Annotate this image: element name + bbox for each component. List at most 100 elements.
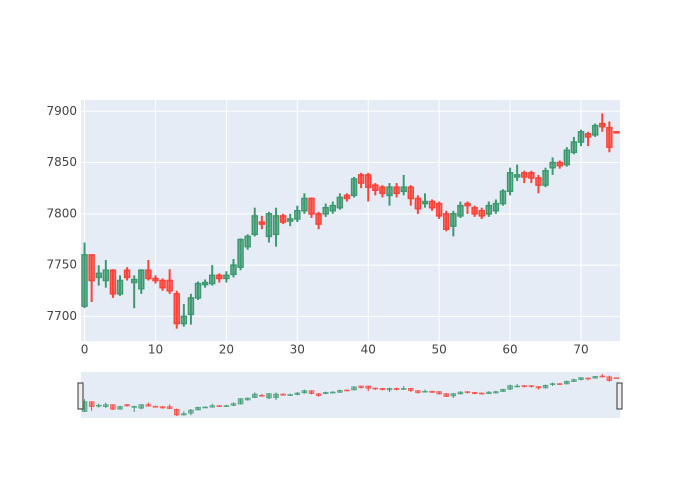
- mini-body: [166, 406, 173, 409]
- candle-body: [81, 254, 88, 307]
- mini-body: [188, 409, 194, 414]
- candle-body: [301, 197, 308, 212]
- mini-body: [266, 393, 272, 399]
- mini-body: [95, 404, 102, 407]
- mini-body: [308, 390, 315, 394]
- mini-body: [252, 393, 258, 398]
- candle-body: [364, 174, 372, 188]
- mini-body: [443, 393, 449, 397]
- mini-body: [344, 389, 350, 392]
- mini-body: [613, 377, 620, 379]
- candle-body: [123, 269, 131, 279]
- candle-body: [379, 186, 386, 195]
- candle-body: [414, 197, 422, 210]
- candle-body: [201, 281, 209, 286]
- mini-body: [549, 383, 556, 385]
- mini-body: [606, 376, 613, 381]
- slider-handle[interactable]: [77, 382, 84, 410]
- candle-body: [478, 210, 485, 217]
- candle-body: [570, 141, 578, 154]
- mini-body: [535, 386, 542, 389]
- x-tick-label: 20: [219, 343, 234, 357]
- candle-body: [329, 204, 337, 212]
- candle-body: [535, 177, 542, 186]
- mini-body: [528, 385, 535, 387]
- mini-body: [457, 391, 464, 395]
- candle-body: [336, 196, 344, 209]
- slider-handle[interactable]: [616, 382, 623, 410]
- mini-body: [542, 384, 549, 389]
- mini-body: [386, 388, 393, 391]
- candle-body: [400, 186, 407, 193]
- mini-body: [379, 388, 386, 390]
- candle-body: [549, 161, 556, 169]
- mini-body: [88, 401, 95, 407]
- mini-body: [230, 403, 237, 406]
- mini-body: [124, 404, 130, 407]
- mini-body: [429, 390, 435, 393]
- candle-body: [265, 213, 273, 238]
- mini-body: [556, 383, 563, 385]
- mini-body: [351, 386, 357, 391]
- candle-body: [130, 278, 138, 284]
- mini-body: [181, 413, 187, 416]
- candle-body: [485, 204, 493, 215]
- mini-body: [273, 393, 279, 398]
- candle-body: [450, 213, 457, 227]
- mini-body: [145, 404, 152, 407]
- candle-body: [563, 149, 571, 166]
- candle-body: [599, 122, 606, 128]
- y-tick-label: 7700: [46, 309, 77, 323]
- candle-body: [613, 131, 620, 134]
- mini-body: [294, 392, 301, 395]
- y-tick-label: 7800: [46, 206, 77, 220]
- candle-body: [584, 133, 592, 138]
- candle-body: [187, 297, 195, 316]
- x-tick-label: 30: [290, 343, 305, 357]
- candle-body: [528, 172, 535, 179]
- mini-body: [436, 391, 442, 395]
- candle-body: [556, 161, 563, 167]
- candle-body: [350, 178, 358, 197]
- mini-body: [223, 405, 230, 407]
- mini-body: [152, 405, 159, 408]
- range-slider[interactable]: [81, 372, 620, 418]
- mini-body: [585, 377, 591, 380]
- candle-body: [95, 272, 102, 279]
- candle-body: [421, 200, 429, 205]
- candle-body: [159, 279, 166, 289]
- candle-body: [152, 277, 159, 282]
- candle-body: [88, 254, 95, 282]
- candle-body: [386, 186, 393, 197]
- mini-body: [301, 390, 308, 394]
- mini-body: [244, 397, 251, 401]
- candle-body: [102, 269, 110, 282]
- candle-body: [180, 315, 188, 325]
- candle-body: [343, 194, 351, 200]
- mini-body: [365, 385, 371, 389]
- candle-body: [315, 213, 322, 225]
- mini-body: [195, 406, 201, 411]
- y-tick-label: 7900: [46, 104, 77, 118]
- candle-body: [244, 235, 251, 248]
- candle-body: [308, 197, 315, 215]
- x-tick-label: 10: [148, 343, 163, 357]
- y-tick-label: 7850: [46, 155, 77, 169]
- mini-body: [216, 405, 223, 407]
- mini-body: [471, 392, 478, 394]
- mini-body: [372, 387, 379, 390]
- candle-body: [407, 186, 415, 200]
- mini-body: [315, 393, 322, 396]
- x-tick-label: 40: [361, 343, 376, 357]
- candle-body: [138, 269, 145, 290]
- candle-body: [471, 206, 478, 215]
- candle-body: [286, 218, 294, 222]
- mini-body: [287, 394, 293, 396]
- mini-body: [202, 406, 208, 409]
- candle-body: [279, 215, 287, 223]
- mini-body: [138, 404, 145, 409]
- candle-body: [223, 274, 230, 280]
- candle-body: [251, 215, 258, 236]
- mini-body: [450, 393, 457, 397]
- candle-body: [109, 269, 117, 295]
